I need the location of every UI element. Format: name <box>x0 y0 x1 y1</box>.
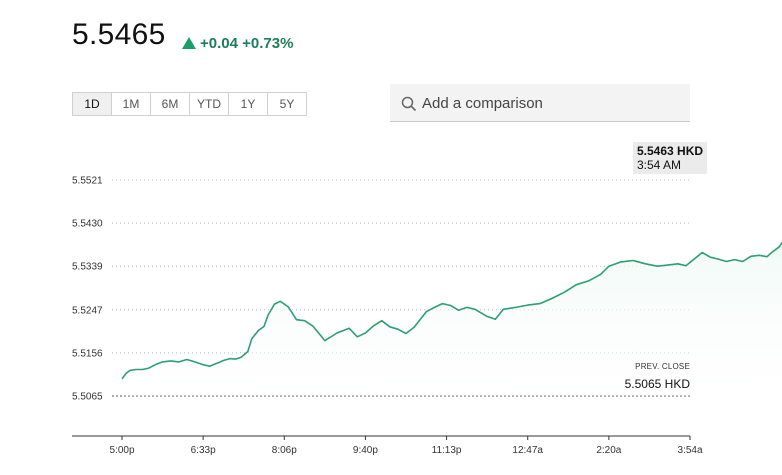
series-area <box>122 242 782 396</box>
up-arrow-icon <box>182 37 196 49</box>
x-tick-label: 8:06p <box>272 445 297 456</box>
y-tick-label: 5.5065 <box>72 392 103 403</box>
y-tick-label: 5.5156 <box>72 348 103 359</box>
quote-price: 5.5465 <box>72 18 166 51</box>
y-tick-label: 5.5521 <box>72 176 103 187</box>
x-tick-label: 2:20a <box>596 445 621 456</box>
comparison-search-input[interactable]: Add a comparison <box>390 84 690 122</box>
tooltip-price: 5.5463 HKD <box>637 144 704 158</box>
prev-close-label: PREV. CLOSE <box>635 362 690 371</box>
y-tick-label: 5.5247 <box>72 305 103 316</box>
tooltip-time: 3:54 AM <box>637 158 682 172</box>
series-line <box>121 241 782 380</box>
range-5y-button[interactable]: 5Y <box>279 97 295 111</box>
prev-close-label-group: PREV. CLOSE 5.5065 HKD <box>625 362 690 391</box>
hover-tooltip: 5.5463 HKD 3:54 AM <box>633 142 708 174</box>
quote-change-text: +0.04 +0.73% <box>200 35 294 52</box>
x-tick-label: 6:33p <box>191 445 216 456</box>
y-tick-label: 5.5339 <box>72 262 103 273</box>
comparison-search-placeholder: Add a comparison <box>422 95 543 112</box>
quote-change: +0.04 +0.73% <box>182 35 293 52</box>
x-tick-label: 11:13p <box>432 445 462 456</box>
x-tick-label: 9:40p <box>353 445 378 456</box>
range-1y-button[interactable]: 1Y <box>229 93 268 115</box>
x-tick-label: 3:54a <box>677 445 702 456</box>
y-tick-label: 5.5430 <box>72 219 103 230</box>
range-selector: 1D 1M 6M YTD 1Y 5Y <box>72 92 307 116</box>
range-1d-button[interactable]: 1D <box>73 93 112 115</box>
range-1m-button[interactable]: 1M <box>112 93 151 115</box>
prev-close-value: 5.5065 HKD <box>624 377 690 391</box>
x-tick-label: 5:00p <box>109 445 134 456</box>
search-icon <box>401 96 417 112</box>
x-tick-label: 12:47a <box>512 445 543 456</box>
range-ytd-button[interactable]: YTD <box>190 93 229 115</box>
range-6m-button[interactable]: 6M <box>151 93 190 115</box>
